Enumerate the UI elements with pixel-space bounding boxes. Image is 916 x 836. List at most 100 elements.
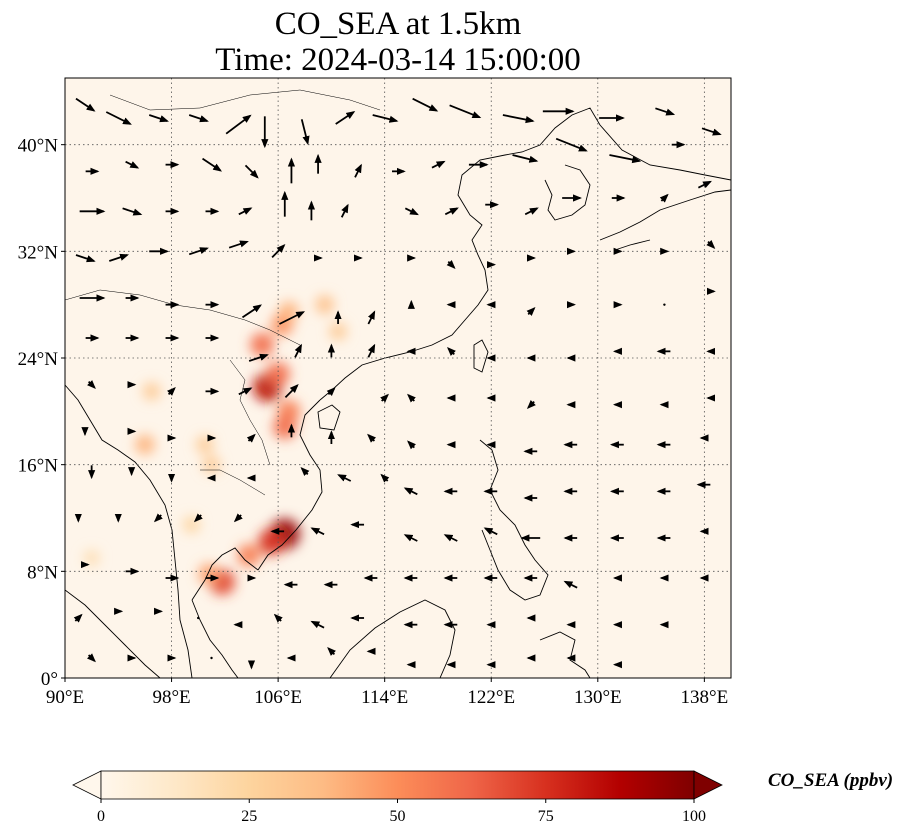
wind-vector [431, 160, 446, 169]
lat-tick-label: 32°N [18, 242, 59, 263]
wind-vector [246, 433, 256, 443]
wind-vector [125, 160, 140, 169]
wind-vector [273, 613, 283, 623]
wind-vector [87, 653, 96, 663]
wind-vector [659, 193, 669, 203]
co-hotspot [83, 550, 100, 566]
wind-vector [403, 534, 418, 542]
coastline-vietnam [257, 399, 323, 571]
wind-vector [447, 347, 456, 356]
wind-vector [555, 137, 588, 152]
coastline-borneo [329, 599, 456, 678]
lat-tick-label: 0° [41, 669, 58, 690]
wind-vector [526, 400, 536, 409]
wind-vector [340, 203, 349, 218]
lon-tick-label: 114°E [361, 687, 408, 708]
co-hotspot [272, 415, 297, 440]
coastline-sulawesi [539, 631, 591, 678]
wind-vector [279, 311, 306, 325]
wind-vector [87, 380, 96, 389]
wind-vector [300, 467, 310, 476]
wind-vector [310, 527, 325, 536]
wind-vector [153, 513, 163, 523]
co-hotspot [142, 382, 161, 401]
wind-vector [202, 157, 223, 172]
colorbar-gradient [100, 770, 695, 800]
wind-vector [443, 534, 458, 542]
wind-vector [122, 207, 143, 216]
wind-vector [238, 387, 253, 396]
wind-vector [526, 307, 536, 316]
co-hotspot [329, 322, 348, 341]
chart-subtitle-time: Time: 2024-03-14 15:00:00 [215, 42, 581, 78]
wind-vector [335, 111, 356, 125]
lon-tick-label: 122°E [467, 687, 515, 708]
wind-vector [706, 240, 716, 249]
wind-vector [327, 647, 337, 656]
co-hotspot [237, 543, 261, 567]
wind-vector [446, 260, 456, 269]
lat-tick-label: 24°N [18, 349, 59, 370]
wind-vector [108, 253, 129, 262]
lat-tick-label: 16°N [18, 456, 59, 477]
colorbar-tick-label: 100 [682, 808, 706, 825]
wind-vector [380, 473, 390, 483]
wind-vector [105, 111, 132, 125]
wind-vector [228, 240, 249, 249]
wind-vector [354, 163, 362, 178]
wind-vector [193, 513, 203, 523]
co-hotspot [257, 528, 285, 556]
coastline-taiwan [473, 339, 489, 373]
wind-vector [241, 304, 262, 319]
co-hotspot [198, 563, 220, 585]
wind-vector [188, 247, 209, 256]
wind-vector [244, 164, 259, 179]
wind-vector [326, 387, 336, 396]
wind-vector [412, 97, 439, 112]
map-frame [64, 77, 732, 679]
coastline-korea [544, 164, 591, 221]
wind-vector [449, 104, 482, 119]
wind-vector [197, 616, 200, 620]
wind-vector [563, 580, 578, 589]
colorbar-extend-min [72, 770, 102, 800]
wind-vector [73, 613, 83, 623]
coastline-hainan [317, 404, 341, 431]
wind-vector [367, 343, 376, 358]
colorbar-tick-label: 50 [390, 808, 406, 825]
wind-vector [210, 656, 213, 660]
wind-vector [367, 433, 376, 443]
lon-tick-label: 106°E [254, 687, 302, 708]
wind-vector [609, 154, 642, 164]
wind-vector [75, 254, 96, 263]
wind-vector [502, 114, 535, 124]
coastline-philippines [479, 439, 549, 601]
wind-vector [404, 207, 419, 216]
wind-vector [655, 107, 676, 116]
wind-vector [701, 127, 722, 136]
wind-vector [300, 119, 310, 146]
co-hotspot [134, 434, 155, 455]
colorbar: 0 25 50 75 100 [72, 770, 723, 825]
wind-vector [248, 353, 269, 362]
chart-title: CO_SEA at 1.5km [274, 6, 522, 42]
colorbar-tick-label: 25 [241, 808, 257, 825]
border-inland [65, 89, 381, 496]
wind-vector [148, 114, 169, 123]
coastline-myanmar [65, 384, 176, 561]
wind-vector [407, 393, 416, 403]
wind-vector [444, 207, 459, 216]
lon-tick-label: 98°E [152, 687, 190, 708]
co-hotspot [250, 332, 275, 357]
wind-vector [407, 440, 416, 450]
axis-ticks: 90°E 98°E 106°E 114°E 122°E 130°E 138°E 0° 8°N 16… [18, 136, 729, 708]
wind-vector [697, 180, 712, 189]
colorbar-extend-max [693, 770, 723, 800]
wind-vector [284, 384, 299, 398]
wind-vector [310, 620, 325, 629]
wind-vector [483, 527, 498, 536]
colorbar-label: CO_SEA (ppbv) [768, 770, 894, 791]
map-area [65, 78, 731, 678]
wind-vector [524, 207, 539, 216]
